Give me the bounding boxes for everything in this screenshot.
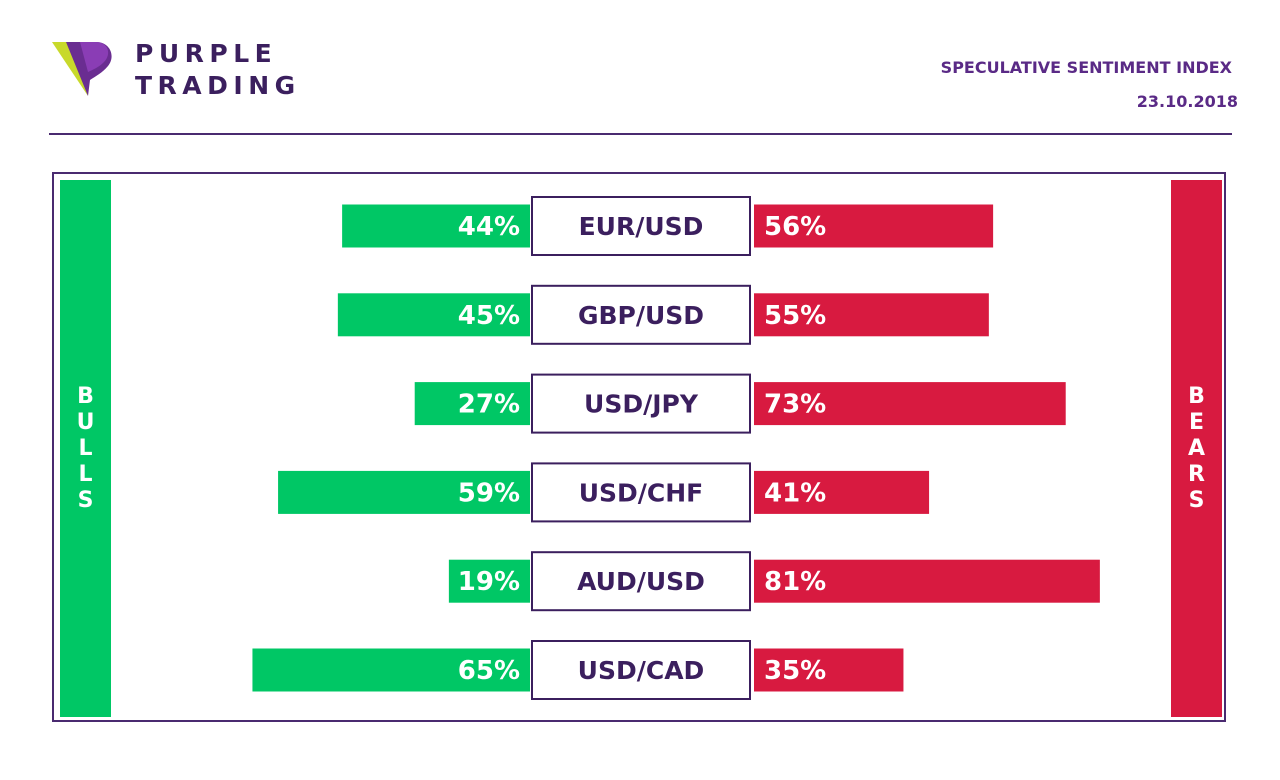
bear-value-label: 81% (764, 567, 826, 597)
bear-value-label: 35% (764, 656, 826, 686)
bears-side-bar: B E A R S (1171, 180, 1222, 717)
bear-value-label: 55% (764, 301, 826, 331)
bear-bar (754, 293, 989, 337)
bear-value-label: 73% (764, 390, 826, 420)
bull-value-label: 19% (458, 567, 520, 597)
bull-value-label: 59% (458, 478, 520, 508)
pair-label: USD/CHF (579, 478, 704, 507)
bear-bar (754, 559, 1100, 603)
pair-label: AUD/USD (577, 567, 705, 596)
header-divider (49, 133, 1232, 135)
pair-box (531, 551, 751, 612)
bull-bar (337, 293, 530, 337)
bears-label: B E A R S (1187, 383, 1206, 513)
pair-label: USD/JPY (584, 390, 699, 419)
bear-bar (754, 382, 1066, 426)
bear-value-label: 56% (764, 212, 826, 242)
pair-box (531, 462, 751, 523)
bulls-side-bar: B U L L S (60, 180, 111, 717)
bear-bar (754, 470, 930, 514)
pair-box (531, 196, 751, 256)
bear-bar (754, 204, 994, 248)
brand-name-line1: PURPLE (135, 39, 278, 68)
bear-value-label: 41% (764, 478, 826, 508)
pair-label: GBP/USD (578, 301, 704, 330)
purple-trading-logo-icon (52, 42, 112, 96)
pair-box (531, 373, 751, 434)
bull-bar (278, 470, 530, 514)
bull-value-label: 65% (458, 656, 520, 686)
bull-bar (448, 559, 530, 603)
bull-bar (342, 204, 530, 248)
pair-box (531, 640, 751, 700)
bull-value-label: 27% (458, 390, 520, 420)
brand-name-line2: TRADING (135, 71, 301, 100)
bull-value-label: 45% (458, 301, 520, 331)
bull-bar (252, 648, 530, 692)
report-date: 23.10.2018 (1136, 92, 1238, 111)
bull-value-label: 44% (458, 212, 520, 242)
bull-bar (414, 382, 530, 426)
chart-frame (52, 172, 1226, 722)
bear-bar (754, 648, 904, 692)
pair-label: EUR/USD (579, 212, 704, 241)
bulls-label: B U L L S (76, 383, 95, 513)
pair-box (531, 284, 751, 345)
pair-label: USD/CAD (578, 656, 705, 685)
report-title: SPECULATIVE SENTIMENT INDEX (940, 58, 1232, 77)
